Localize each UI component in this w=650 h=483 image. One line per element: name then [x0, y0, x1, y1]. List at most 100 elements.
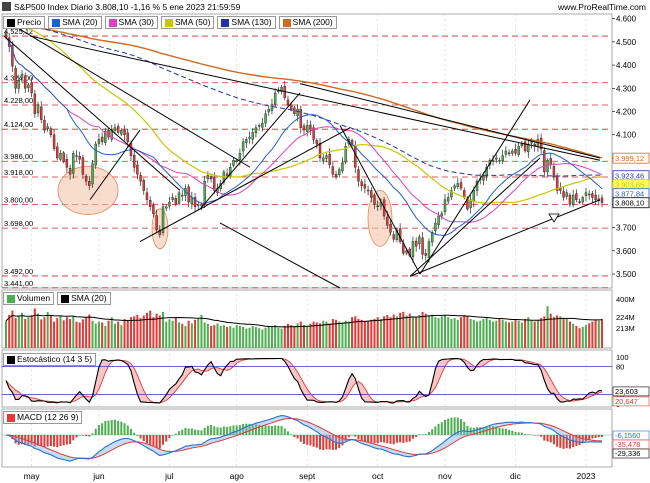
macd-hist-bar [600, 435, 604, 437]
candle-body [456, 183, 460, 187]
legend-item[interactable]: Precio [3, 16, 46, 29]
candle-body [430, 232, 434, 243]
stochastic-k-line [5, 357, 603, 404]
macd-hist-bar [206, 425, 209, 435]
candle-body [289, 104, 293, 110]
legend-swatch-icon [61, 294, 70, 303]
volume-bar [30, 315, 33, 348]
volume-bar [402, 311, 405, 348]
sma-30-line [5, 37, 603, 223]
macd-hist-bar [584, 435, 587, 442]
macd-hist-bar [216, 427, 219, 435]
legend-item[interactable]: SMA (30) [104, 16, 158, 29]
legend-label: SMA (20) [71, 293, 107, 303]
legend-item[interactable]: SMA (20) [48, 16, 102, 29]
macd-hist-bar [575, 435, 578, 447]
candle-body [511, 150, 514, 154]
macd-hist-bar [290, 434, 293, 435]
volume-bar [591, 321, 594, 348]
volume-bar [376, 317, 379, 348]
macd-hist-bar [78, 435, 81, 436]
volume-tick-label: 213M [616, 324, 635, 333]
macd-hist-bar [53, 435, 56, 447]
candle-body [578, 201, 581, 203]
volume-bar [187, 320, 190, 348]
candle-body [75, 155, 78, 157]
macd-hist-bar [155, 435, 158, 448]
volume-bar [322, 320, 325, 348]
volume-bar [485, 317, 488, 348]
macd-hist-bar [88, 435, 91, 437]
legend-item[interactable]: Volumen [3, 292, 55, 305]
volume-bar [443, 315, 447, 348]
volume-bar [133, 316, 136, 348]
volume-bar [543, 316, 546, 348]
volume-bar [245, 328, 248, 348]
volume-bar [520, 322, 523, 348]
macd-hist-bar [101, 423, 104, 435]
stochastic-legend: Estocástico (14 3 5) [3, 353, 97, 366]
macd-hist-bar [456, 417, 459, 435]
volume-bar [120, 325, 123, 348]
candle-body [591, 193, 594, 198]
chart-header: S&P500 Index Diario 3.808,10 -1,16 % 5 e… [0, 0, 650, 14]
macd-hist-bar [322, 435, 325, 450]
trend-line [409, 199, 601, 277]
macd-hist-bar [136, 435, 139, 436]
macd-hist-bar [389, 435, 392, 444]
trend-line [3, 35, 181, 191]
candle-body [507, 152, 511, 155]
macd-fill [6, 415, 602, 462]
volume-bar [40, 319, 43, 348]
volume-bar [107, 320, 110, 348]
volume-bar [21, 312, 24, 348]
candle-body [466, 197, 469, 210]
volume-bar [88, 314, 91, 348]
candle-body [248, 136, 251, 139]
trend-line [419, 99, 531, 275]
volume-bar [363, 321, 366, 348]
volume-bar [290, 325, 293, 348]
candle-body [145, 192, 149, 200]
macd-hist-bar [49, 435, 52, 447]
legend-item[interactable]: MACD (12 26 9) [3, 411, 83, 424]
volume-bar [24, 318, 27, 348]
volume-bar [418, 315, 421, 348]
legend-item[interactable]: SMA (50) [160, 16, 215, 29]
macd-hist-bar [511, 430, 514, 435]
candle-body [132, 154, 136, 168]
macd-hist-bar [14, 435, 17, 444]
legend-swatch-icon [221, 18, 230, 27]
volume-bar [286, 323, 289, 348]
candle-body [546, 160, 549, 173]
candle-body [59, 153, 62, 160]
macd-hist-bar [549, 435, 552, 443]
candle-body [206, 175, 210, 180]
candle-body [370, 190, 373, 198]
legend-item[interactable]: SMA (200) [278, 16, 337, 29]
candle-body [238, 153, 242, 161]
price-y-tick-label: 3.700 [616, 224, 637, 233]
macd-hist-bar [376, 435, 379, 444]
legend-label: Estocástico (14 3 5) [17, 354, 93, 364]
macd-hist-bar [424, 434, 427, 435]
volume-bar [335, 319, 338, 348]
legend-item[interactable]: SMA (20) [57, 292, 111, 305]
candle-body [334, 174, 338, 177]
volume-bar [283, 326, 286, 348]
volume-bar [4, 320, 8, 348]
macd-hist-bar [591, 435, 594, 439]
candle-body [414, 240, 418, 247]
volume-bar [69, 318, 72, 348]
volume-bar [293, 326, 296, 348]
legend-item[interactable]: Estocástico (14 3 5) [3, 353, 97, 366]
volume-bar [354, 316, 357, 348]
down-arrow-icon [548, 213, 560, 223]
stochastic-k-label-box [612, 386, 650, 397]
macd-hist-bar [184, 427, 187, 435]
macd-value-label: -6,1560 [615, 431, 640, 440]
volume-bar [347, 321, 350, 348]
legend-item[interactable]: SMA (130) [217, 16, 276, 29]
macd-hist-bar [546, 435, 549, 442]
